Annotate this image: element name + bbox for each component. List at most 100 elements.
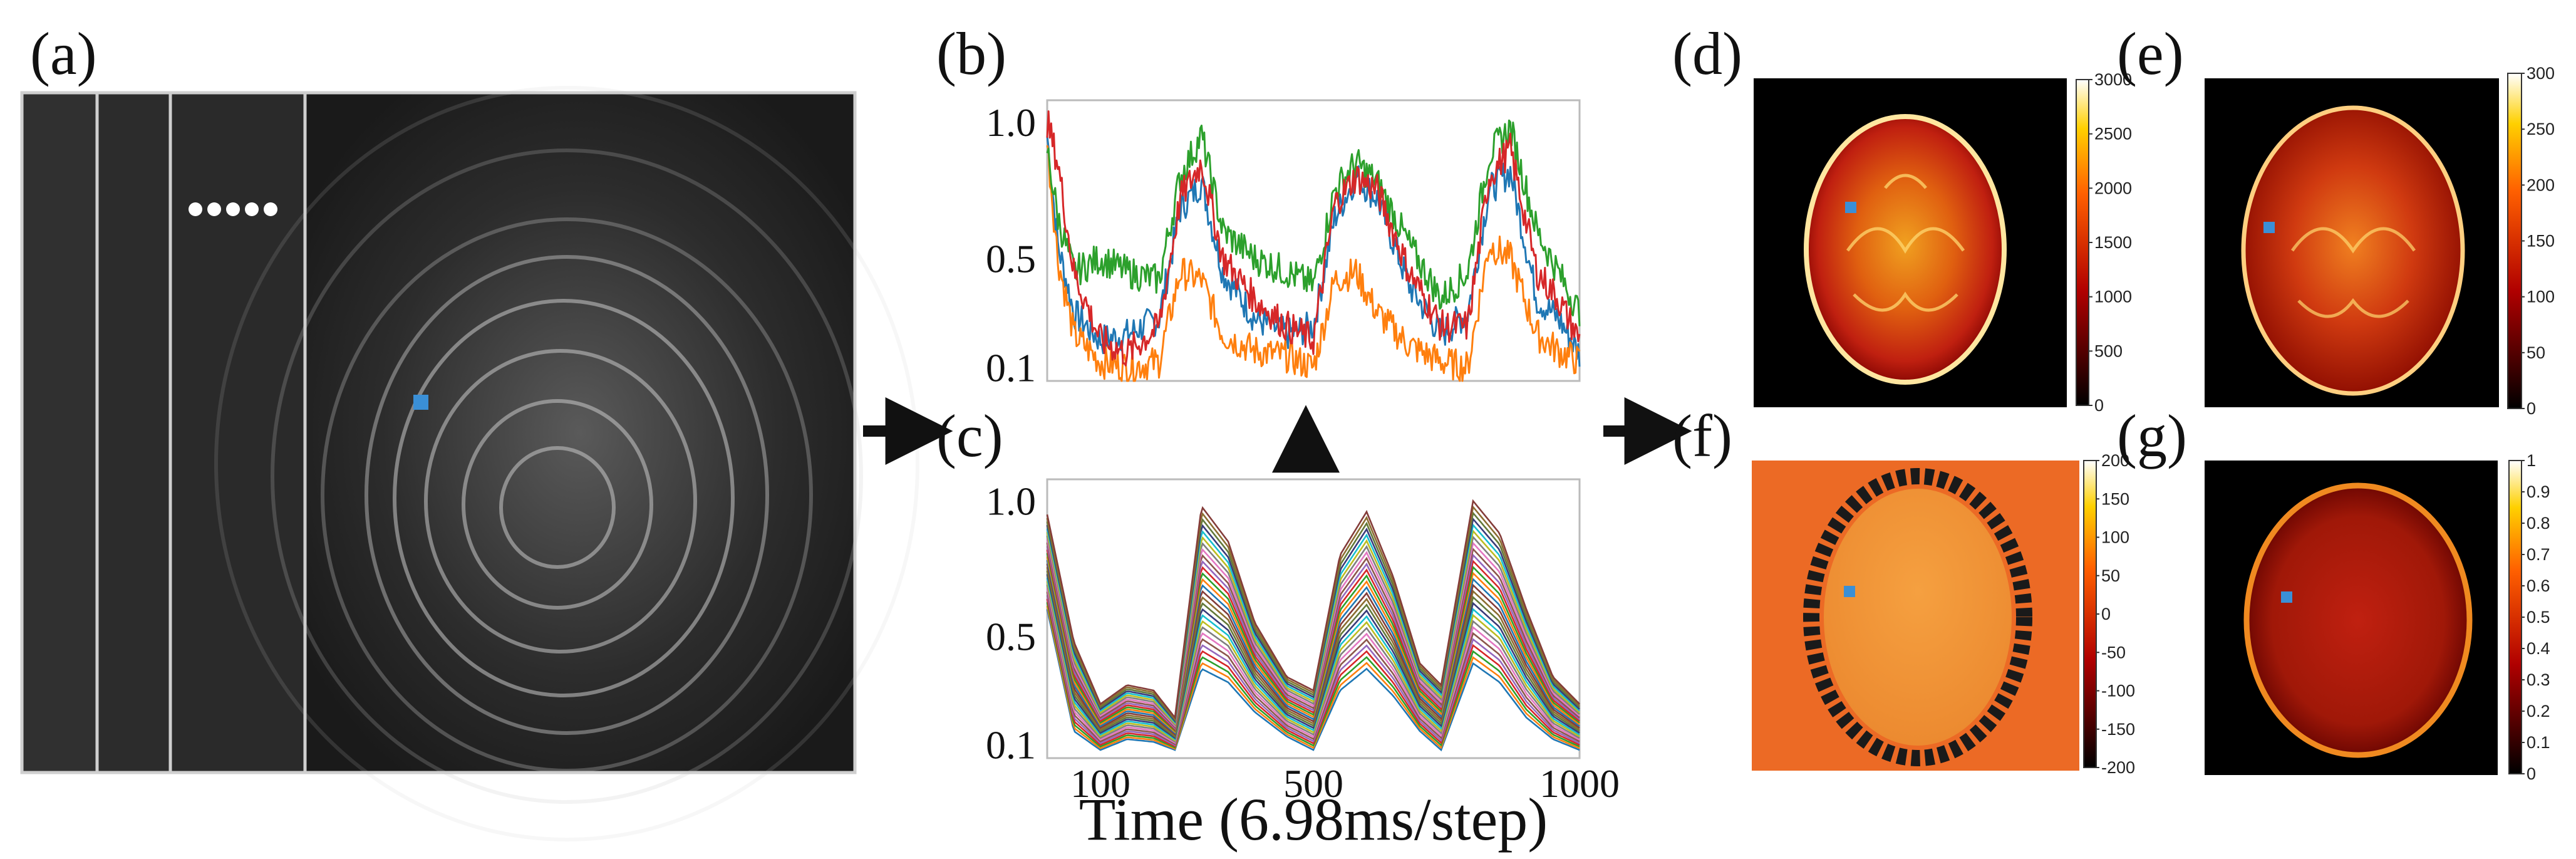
map-g: 1 0.9 0.8 0.7 0.6 0.5 0.4 0.3 0.2 0.1 0 [2205, 451, 2550, 783]
colorbar-g-tick-5: 0.5 [2527, 608, 2550, 627]
colorbar-f-tick-1: 150 [2101, 489, 2129, 508]
chart-c-xtick-2: 1000 [1539, 761, 1620, 806]
panel-label-g: (g) [2117, 402, 2187, 469]
chart-c-curve-10 [1046, 574, 1580, 740]
dots-ellipsis [189, 202, 277, 216]
colorbar-g-tick-10: 0 [2527, 764, 2536, 783]
colorbar-f-tick-3: 50 [2101, 566, 2120, 585]
map-f: 200 150 100 50 0 -50 -100 -150 -200 [1752, 451, 2135, 777]
colorbar-d-tick-5: 500 [2094, 341, 2123, 360]
chart-c-xlabel: Time (6.98ms/step) [1079, 786, 1548, 853]
chart-c-curve-27 [1046, 499, 1580, 720]
map-e-colorbar [2507, 73, 2522, 409]
colorbar-d-tick-2: 2000 [2094, 179, 2132, 197]
map-f-skull-ring [1803, 468, 2032, 766]
chart-c-curve-5 [1046, 591, 1580, 746]
chart-c-curve-11 [1046, 570, 1580, 739]
map-g-colorbar [2508, 460, 2522, 774]
map-e-voxel-marker [2263, 222, 2275, 233]
chart-b-series-green [1046, 119, 1581, 326]
map-f-voxel-marker [1844, 586, 1855, 597]
chart-c-ytick-0: 1.0 [986, 479, 1036, 524]
panel-label-f: (f) [1672, 402, 1732, 469]
map-d-colorbar [2076, 79, 2089, 406]
map-g-voxel-marker [2281, 591, 2292, 603]
chart-c-curve-18 [1046, 546, 1580, 731]
chart-c-curve-23 [1046, 523, 1580, 724]
chart-c-xtick-1: 500 [1283, 761, 1343, 806]
chart-c-curve-21 [1046, 535, 1580, 727]
chart-b-series-red [1046, 110, 1581, 367]
image-frames-stack [20, 86, 919, 841]
chart-c-curve-25 [1046, 511, 1580, 722]
chart-c-ytick-1: 0.5 [986, 615, 1036, 659]
chart-c-curve-13 [1046, 563, 1580, 736]
colorbar-e-tick-6: 0 [2527, 399, 2536, 418]
chart-c-curve-9 [1046, 577, 1580, 741]
panel-label-b: (b) [936, 20, 1006, 87]
colorbar-e-tick-5: 50 [2527, 343, 2545, 362]
map-d-voxel-marker [1845, 202, 1856, 213]
colorbar-d-tick-4: 1000 [2094, 288, 2132, 306]
map-g-brain [2243, 482, 2473, 758]
chart-c-curve-15 [1046, 556, 1580, 734]
colorbar-e-tick-1: 250 [2527, 120, 2555, 138]
panel-label-d: (d) [1672, 20, 1742, 87]
colorbar-e-tick-4: 100 [2527, 288, 2555, 306]
colorbar-f-tick-2: 100 [2101, 528, 2129, 547]
colorbar-g-tick-1: 0.9 [2527, 482, 2550, 501]
colorbar-f-tick-8: -200 [2101, 758, 2135, 777]
colorbar-g-tick-7: 0.3 [2527, 670, 2550, 689]
map-f-colorbar [2083, 460, 2097, 768]
colorbar-g-tick-6: 0.4 [2527, 639, 2550, 658]
chart-c-curve-24 [1046, 517, 1580, 724]
colorbar-d-tick-1: 2500 [2094, 125, 2132, 143]
colorbar-e-tick-3: 150 [2527, 232, 2555, 251]
panel-label-a: (a) [30, 20, 97, 87]
map-d: 3000 2500 2000 1500 1000 500 0 [1754, 70, 2132, 415]
panel-label-c: (c) [936, 402, 1003, 469]
chart-c-curve-14 [1046, 560, 1580, 735]
chart-b-ytick-0: 1.0 [986, 100, 1036, 145]
colorbar-g-tick-2: 0.8 [2527, 514, 2550, 533]
colorbar-f-tick-0: 200 [2101, 451, 2129, 470]
voxel-marker [413, 395, 428, 410]
chart-c-curve-8 [1046, 581, 1580, 742]
colorbar-g-tick-3: 0.7 [2527, 545, 2550, 564]
map-f-brain [1824, 489, 2012, 746]
chart-c-curve-19 [1046, 542, 1580, 729]
chart-b: 1.0 0.5 0.1 [986, 99, 1581, 390]
colorbar-f-tick-5: -50 [2101, 643, 2126, 662]
chart-c-curve-12 [1046, 566, 1580, 737]
frame-4 [303, 91, 857, 774]
chart-c-curve-2 [1046, 601, 1580, 749]
colorbar-d-tick-6: 0 [2094, 396, 2104, 415]
panel-label-e: (e) [2117, 20, 2184, 87]
chart-c-ytick-2: 0.1 [986, 722, 1036, 767]
chart-c-curve-20 [1046, 539, 1580, 728]
chart-c-xtick-0: 100 [1070, 761, 1130, 806]
chart-c-curve-26 [1046, 505, 1580, 721]
chart-c-curve-1 [1046, 605, 1580, 750]
chart-c-curve-17 [1046, 549, 1580, 732]
chart-c-curve-4 [1046, 595, 1580, 747]
colorbar-g-tick-0: 1 [2527, 451, 2536, 470]
colorbar-d-tick-0: 3000 [2094, 70, 2132, 89]
chart-c-curve-0 [1046, 609, 1580, 752]
colorbar-g-tick-8: 0.2 [2527, 702, 2550, 721]
chart-c-curve-16 [1046, 553, 1580, 732]
colorbar-e-tick-2: 200 [2527, 175, 2555, 194]
chart-c: 1.0 0.5 0.1 100 500 1000 Time (6.98ms/step) [986, 478, 1620, 853]
chart-b-ytick-2: 0.1 [986, 345, 1036, 390]
chart-b-ytick-1: 0.5 [986, 236, 1036, 281]
colorbar-f-tick-6: -100 [2101, 682, 2135, 700]
map-e: 300 250 200 150 100 50 0 [2205, 64, 2555, 418]
chart-c-curve-7 [1046, 584, 1580, 743]
chart-b-series-orange [1046, 145, 1581, 382]
colorbar-f-tick-4: 0 [2101, 605, 2111, 623]
colorbar-g-tick-4: 0.6 [2527, 576, 2550, 595]
colorbar-d-tick-3: 1500 [2094, 233, 2132, 252]
chart-c-curve-3 [1046, 598, 1580, 748]
chart-c-curve-22 [1046, 529, 1580, 726]
